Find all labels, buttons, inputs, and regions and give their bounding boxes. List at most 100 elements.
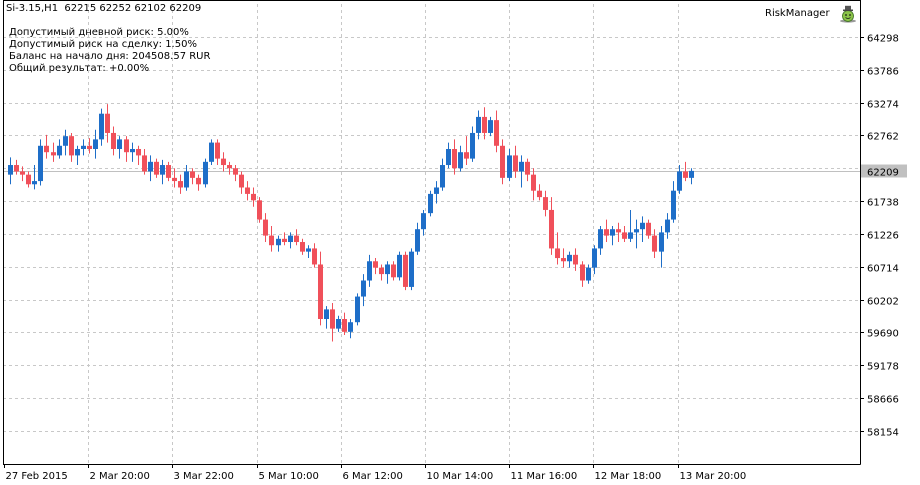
candle xyxy=(397,251,402,281)
candle xyxy=(628,209,633,243)
candle-body xyxy=(592,248,597,268)
candle xyxy=(634,219,639,249)
candle xyxy=(659,225,664,268)
candle xyxy=(555,232,560,265)
candle xyxy=(312,243,317,268)
candle-body xyxy=(604,229,609,236)
candle xyxy=(300,238,305,255)
candle-body xyxy=(105,113,110,133)
candle xyxy=(87,138,92,154)
candle-body xyxy=(519,161,524,172)
candle xyxy=(38,139,43,186)
candle xyxy=(20,166,25,182)
candle xyxy=(415,222,420,255)
candle xyxy=(537,184,542,201)
candle-body xyxy=(300,242,305,252)
candle xyxy=(409,248,414,291)
balance-text: Баланс на начало дня: 204508.57 RUR xyxy=(9,51,211,62)
x-tick-label: 13 Mar 20:00 xyxy=(680,471,747,482)
candle xyxy=(203,158,208,188)
candle-body xyxy=(330,309,335,329)
candle-body xyxy=(421,213,426,230)
candle-body xyxy=(470,132,475,159)
candle-body xyxy=(415,229,420,252)
candle-body xyxy=(117,139,122,149)
candle-body xyxy=(440,165,445,188)
smiley-hat-icon[interactable] xyxy=(838,5,858,23)
candle-body xyxy=(549,209,554,249)
candle xyxy=(355,293,360,326)
candle xyxy=(269,225,274,252)
candle-body xyxy=(221,158,226,166)
candle-body xyxy=(482,116,487,133)
y-tick-label: 60202 xyxy=(867,297,899,308)
candle xyxy=(470,126,475,162)
x-tick-label: 12 Mar 18:00 xyxy=(595,471,662,482)
candle-body xyxy=(318,264,323,320)
candle-body xyxy=(500,145,505,178)
candle xyxy=(93,129,98,159)
candle-body xyxy=(124,139,129,153)
candle-body xyxy=(555,248,560,259)
candle-body xyxy=(397,254,402,278)
y-tick-label: 58154 xyxy=(867,428,899,439)
candle-body xyxy=(276,238,281,246)
candle xyxy=(221,152,226,172)
candle xyxy=(124,136,129,162)
candle-body xyxy=(373,261,378,268)
candle xyxy=(494,110,499,153)
candle xyxy=(348,319,353,339)
candle-body xyxy=(652,235,657,252)
candle-body xyxy=(93,139,98,149)
candle xyxy=(172,168,177,188)
candle xyxy=(239,171,244,194)
expert-name: RiskManager xyxy=(765,8,830,19)
candle xyxy=(428,190,433,217)
candle xyxy=(251,187,256,207)
candle xyxy=(671,181,676,223)
candle xyxy=(525,158,530,182)
candle xyxy=(391,261,396,281)
candle-body xyxy=(646,222,651,236)
candle-body xyxy=(172,177,177,182)
candle-body xyxy=(142,155,147,172)
candle xyxy=(282,232,287,246)
candle xyxy=(69,132,74,162)
candle xyxy=(306,245,311,259)
y-tick-label: 63786 xyxy=(867,67,899,78)
y-tick-label: 63274 xyxy=(867,100,899,111)
candle xyxy=(233,165,238,182)
candle-body xyxy=(567,254,572,262)
candle-body xyxy=(513,155,518,172)
candle-body xyxy=(665,219,670,233)
candle xyxy=(63,129,68,156)
candle-body xyxy=(227,165,232,169)
candle xyxy=(160,159,165,185)
candle xyxy=(500,139,505,185)
candle xyxy=(403,251,408,291)
candle xyxy=(245,181,250,201)
candle-body xyxy=(476,116,481,133)
candle-body xyxy=(464,152,469,159)
candle-body xyxy=(111,132,116,149)
candle-body xyxy=(32,181,37,185)
y-tick-label: 61738 xyxy=(867,198,899,209)
y-tick-label: 59178 xyxy=(867,362,899,373)
x-tick-label: 3 Mar 22:00 xyxy=(174,471,234,482)
candle xyxy=(598,225,603,255)
candle-body xyxy=(561,258,566,262)
candle xyxy=(385,261,390,284)
candle xyxy=(543,190,548,217)
candle xyxy=(434,181,439,204)
candle-body xyxy=(586,267,591,281)
candle-body xyxy=(494,120,499,146)
candle xyxy=(26,171,31,188)
candle-body xyxy=(434,187,439,194)
candle xyxy=(683,161,688,182)
candle-body xyxy=(257,200,262,220)
chart-frame xyxy=(3,0,861,465)
candle-body xyxy=(14,165,19,172)
candle-body xyxy=(537,190,542,198)
candle xyxy=(148,155,153,182)
